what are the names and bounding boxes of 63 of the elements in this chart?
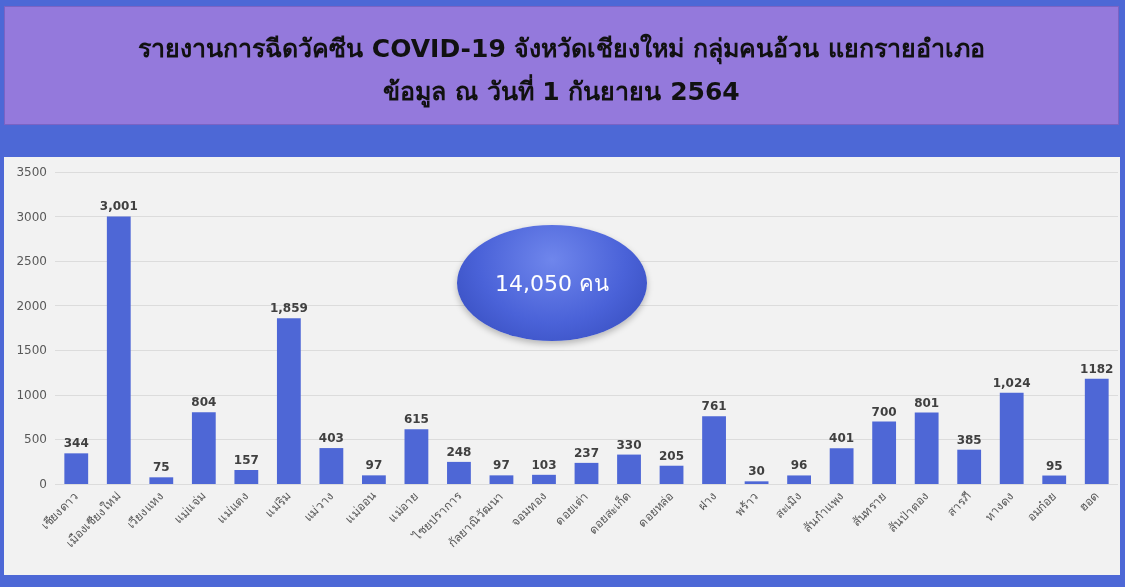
bar [106, 216, 131, 484]
y-tick-label: 1500 [16, 343, 47, 358]
bar [999, 392, 1024, 484]
bar [574, 462, 599, 484]
data-label: 1,859 [269, 301, 308, 316]
bar [829, 448, 854, 484]
data-label: 330 [616, 437, 642, 452]
data-label: 3,001 [99, 199, 138, 214]
data-label: 801 [914, 395, 940, 410]
y-tick-label: 2500 [16, 254, 47, 269]
data-label: 1182 [1080, 361, 1114, 376]
y-tick-label: 2000 [16, 298, 47, 313]
bar [532, 474, 556, 484]
data-label: 96 [790, 458, 808, 473]
y-tick-label: 3000 [16, 209, 47, 224]
y-tick-label: 3500 [16, 165, 47, 179]
bar [617, 454, 641, 484]
data-label: 385 [956, 432, 982, 447]
bar [702, 416, 726, 484]
data-label: 103 [531, 457, 557, 472]
bar [1084, 378, 1109, 484]
bar [234, 470, 259, 484]
y-tick-label: 1000 [16, 387, 47, 402]
bar [276, 318, 301, 484]
bar [149, 477, 174, 484]
x-tick-label: ฮอด [1076, 489, 1102, 515]
bar [914, 412, 939, 484]
data-label: 97 [365, 458, 383, 473]
data-label: 700 [871, 404, 897, 419]
y-tick-label: 500 [24, 432, 47, 447]
bar [489, 475, 514, 484]
data-label: 804 [191, 395, 217, 410]
data-label: 344 [63, 436, 89, 451]
data-label: 95 [1045, 458, 1063, 473]
bar [659, 465, 684, 484]
data-label: 157 [233, 453, 259, 467]
data-label: 97 [493, 458, 510, 473]
bar [404, 429, 429, 484]
data-label: 403 [318, 431, 344, 446]
bar [957, 449, 982, 484]
bar [361, 475, 386, 484]
data-label: 248 [446, 444, 472, 459]
bar [319, 448, 344, 484]
bar [744, 481, 769, 484]
y-tick-label: 0 [39, 477, 47, 491]
chart-title: รายงานการฉีดวัคซีน COVID-19 จังหวัดเชียงใหม่ กลุ่มคนอ้วน แยกรายอำเภอ [137, 32, 986, 66]
x-tick-label: ฝาง [694, 489, 720, 514]
data-label: 205 [659, 448, 685, 463]
data-label: 615 [403, 412, 429, 427]
bar [872, 421, 897, 484]
chart-subtitle: ข้อมูล ณ วันที่ 1 กันยายน 2564 [382, 75, 741, 109]
annotation: 14,050 คน [495, 269, 609, 298]
data-label: 761 [701, 399, 727, 414]
data-label: 75 [152, 460, 170, 475]
bar [191, 412, 216, 484]
bar [787, 475, 812, 484]
bar [1042, 475, 1067, 484]
bar [64, 453, 89, 484]
data-label: 237 [573, 445, 600, 460]
data-label: 401 [829, 431, 855, 446]
data-label: 1,024 [992, 375, 1031, 390]
data-label: 30 [748, 464, 765, 479]
bar [447, 461, 471, 484]
